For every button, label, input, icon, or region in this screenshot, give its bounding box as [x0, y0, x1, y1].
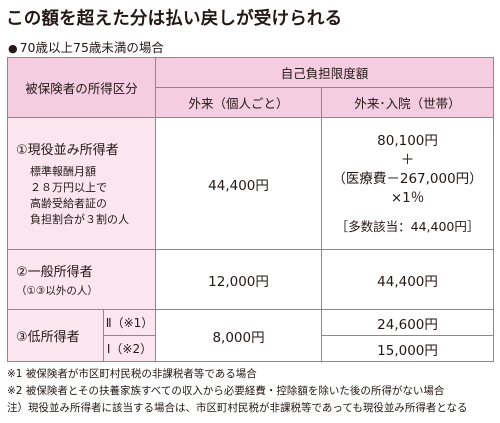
active-desc-line: ２８万円以上で	[30, 181, 107, 194]
footnote: ※1 被保険者が市区町村民税の非課税者等である場合	[7, 368, 257, 380]
formula-line: ＋	[400, 151, 415, 168]
subtitle-text: 70歳以上75歳未満の場合	[19, 40, 164, 55]
bullet-icon: ●	[8, 42, 18, 55]
formula-line: ×1％	[390, 189, 425, 206]
low-inpatient-2: 24,600円	[321, 309, 495, 336]
low-sub-label-2: Ⅱ（※1）	[102, 309, 157, 336]
formula-line: （医療費－267,000円）	[332, 170, 483, 187]
row-low-category: ③低所得者	[7, 309, 104, 362]
low-sub-label-1: Ⅰ（※2）	[102, 335, 157, 362]
row-active-category: ①現役並み所得者 標準報酬月額 ２８万円以上で 高齢受給者証の 負担割合が３割の…	[6, 117, 157, 250]
active-desc-line: 負担割合が３割の人	[30, 213, 129, 226]
low-outpatient: 8,000円	[155, 309, 323, 362]
header-outpatient: 外来（個人ごと）	[155, 87, 323, 118]
limit-table: 被保険者の所得区分 自己負担限度額 外来（個人ごと） 外来･入院（世帯） ①現役…	[6, 57, 495, 362]
general-note: （①③以外の人）	[16, 285, 98, 297]
row-general-category: ②一般所得者 （①③以外の人）	[6, 249, 157, 310]
low-inpatient-1: 15,000円	[321, 335, 495, 362]
multi-applicable: ［多数該当：44,400円］	[335, 218, 480, 234]
footnotes: ※1 被保険者が市区町村民税の非課税者等である場合 ※2 被保険者とその扶養家族…	[7, 366, 468, 417]
general-outpatient: 12,000円	[155, 249, 323, 310]
active-title: ①現役並み所得者	[16, 143, 119, 158]
general-title: ②一般所得者	[16, 265, 93, 280]
formula-line: 80,100円	[377, 132, 438, 149]
footnote: ※2 被保険者とその扶養家族すべての収入から必要経費・控除額を除いた後の所得がな…	[7, 385, 445, 397]
page-subtitle: ● 70歳以上75歳未満の場合	[8, 37, 164, 56]
active-inpatient: 80,100円 ＋ （医療費－267,000円） ×1％ ［多数該当：44,40…	[321, 117, 495, 250]
active-desc-line: 高齢受給者証の	[30, 197, 107, 210]
header-limit-group: 自己負担限度額	[155, 57, 495, 88]
general-inpatient: 44,400円	[321, 249, 495, 310]
header-category: 被保険者の所得区分	[6, 57, 157, 118]
page-title: この額を超えた分は払い戻しが受けられる	[6, 9, 343, 29]
low-title: ③低所得者	[16, 330, 80, 345]
active-outpatient: 44,400円	[155, 117, 323, 250]
active-desc-line: 標準報酬月額	[30, 165, 96, 178]
active-desc: 標準報酬月額 ２８万円以上で 高齢受給者証の 負担割合が３割の人	[16, 164, 155, 228]
header-inpatient: 外来･入院（世帯）	[321, 87, 495, 118]
footnote: 注）現役並み所得者に該当する場合は、市区町村民税が非課税等であっても現役並み所得…	[7, 402, 468, 414]
